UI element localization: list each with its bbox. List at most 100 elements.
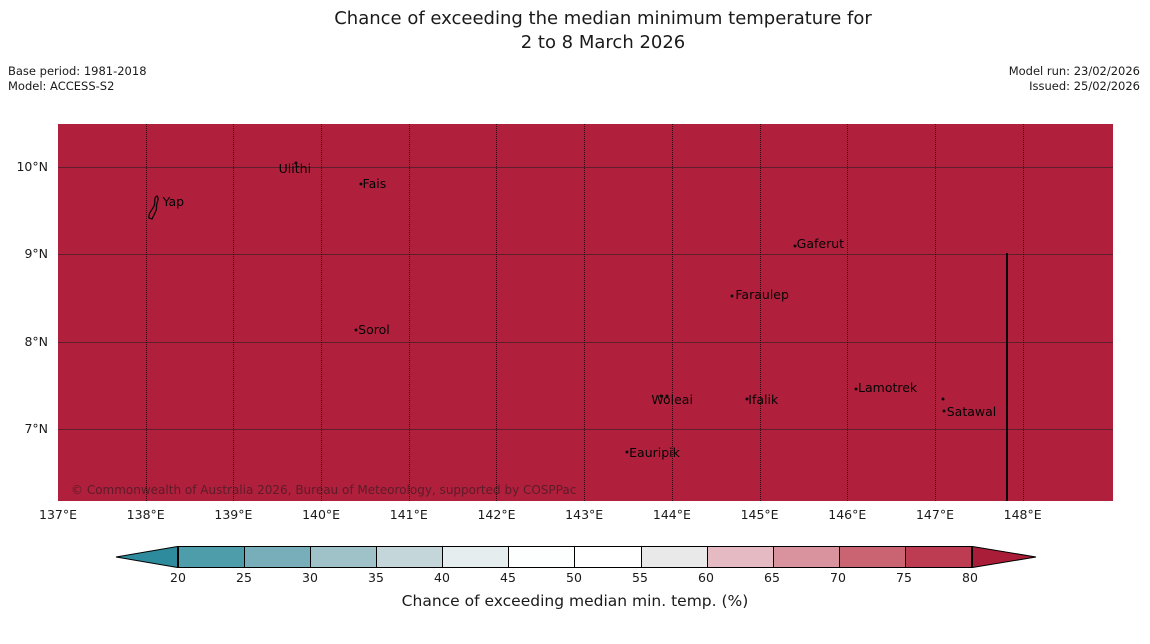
place-marker	[359, 182, 363, 186]
colorbar-label: Chance of exceeding median min. temp. (%…	[401, 592, 749, 610]
y-tick-label: 10°N	[16, 158, 48, 174]
gridline-vertical	[145, 124, 147, 501]
colorbar-tick-label: 50	[566, 570, 582, 585]
x-tick-label: 142°E	[477, 507, 516, 522]
colorbar-segment	[574, 547, 641, 567]
base-period-text: Base period: 1981-2018	[8, 64, 147, 78]
colorbar-segment	[838, 547, 905, 567]
place-marker	[730, 294, 734, 298]
y-tick-label: 7°N	[24, 421, 48, 437]
model-text: Model: ACCESS-S2	[8, 78, 115, 93]
place-label: Faraulep	[735, 287, 789, 303]
title-line-1: Chance of exceeding the median minimum t…	[334, 8, 872, 29]
colorbar-under-arrow-icon	[115, 546, 178, 568]
x-axis: 137°E 138°E 139°E 140°E 141°E 142°E 143°E 144°E…	[39, 507, 1113, 525]
colorbar-tick-label: 65	[764, 570, 780, 585]
colorbar-ticks: 20 25 30 35 40 45 50 55 60 65 70 75 80	[170, 570, 978, 586]
model-run-text: Model run: 23/02/2026	[1008, 64, 1140, 78]
place-marker	[625, 450, 629, 454]
place-label: Gaferut	[796, 235, 845, 251]
colorbar-tick-label: 25	[236, 570, 252, 585]
colorbar-over-arrow-icon	[972, 546, 1037, 568]
place-label: Sorol	[358, 322, 390, 338]
gridline-vertical	[321, 124, 323, 501]
gridline-horizontal	[58, 254, 1113, 256]
place-label: Eauripik	[629, 445, 680, 461]
region-boundary-line	[1006, 253, 1008, 501]
place-marker	[665, 394, 669, 398]
place-marker	[354, 328, 358, 332]
issued-text: Issued: 25/02/2026	[1029, 78, 1140, 93]
colorbar-segment	[310, 547, 377, 567]
place-marker	[745, 397, 749, 401]
colorbar-tick-label: 20	[170, 570, 186, 585]
x-tick-label: 145°E	[740, 507, 779, 522]
header-left: Base period: 1981-2018 Model: ACCESS-S2	[8, 64, 147, 93]
colorbar-tick-label: 45	[500, 570, 516, 585]
x-tick-label: 141°E	[389, 507, 428, 522]
colorbar-tick-label: 75	[896, 570, 912, 585]
gridline-vertical	[934, 124, 936, 501]
place-marker	[942, 409, 946, 413]
place-marker	[659, 394, 663, 398]
place-label: Yap	[162, 194, 185, 210]
place-label: Ifalik	[748, 391, 779, 407]
x-tick-label: 139°E	[214, 507, 253, 522]
colorbar-cells	[178, 546, 972, 568]
colorbar-tick-label: 30	[302, 570, 318, 585]
place-label: Ulithi	[278, 161, 312, 177]
colorbar-tick-label: 55	[632, 570, 648, 585]
colorbar-segment	[706, 547, 773, 567]
x-tick-label: 148°E	[1003, 507, 1042, 522]
gridline-horizontal	[58, 341, 1113, 343]
colorbar-segment	[244, 547, 311, 567]
y-tick-label: 8°N	[24, 333, 48, 349]
gridline-horizontal	[58, 429, 1113, 431]
header-right: Model run: 23/02/2026 Issued: 25/02/2026	[1009, 64, 1140, 93]
colorbar-tick-label: 80	[962, 570, 978, 585]
place-label: Fais	[362, 176, 387, 192]
place-marker	[793, 244, 797, 248]
gridline-vertical	[408, 124, 410, 501]
colorbar-segment	[376, 547, 443, 567]
gridline-vertical	[847, 124, 849, 501]
title-line-2: 2 to 8 March 2026	[520, 32, 686, 53]
colorbar-tick-label: 60	[698, 570, 714, 585]
x-tick-label: 147°E	[915, 507, 954, 522]
figure-title: Chance of exceeding the median minimum t…	[28, 7, 1150, 55]
colorbar-segment	[640, 547, 707, 567]
gridline-vertical	[759, 124, 761, 501]
colorbar-tick-label: 40	[434, 570, 450, 585]
place-marker	[941, 397, 945, 401]
x-tick-label: 143°E	[565, 507, 604, 522]
gridline-horizontal	[58, 166, 1113, 168]
gridline-vertical	[671, 124, 673, 501]
colorbar-tick-label: 35	[368, 570, 384, 585]
x-tick-label: 140°E	[302, 507, 341, 522]
place-label: Lamotrek	[858, 380, 918, 396]
gridline-vertical	[584, 124, 586, 501]
y-axis: 10°N 9°N 8°N 7°N	[0, 124, 50, 501]
gridline-vertical	[233, 124, 235, 501]
x-tick-label: 144°E	[652, 507, 691, 522]
place-label: Woleai	[651, 392, 693, 408]
x-tick-label: 146°E	[828, 507, 867, 522]
map-area: © Commonwealth of Australia 2026, Bureau…	[58, 124, 1113, 501]
gridline-vertical	[496, 124, 498, 501]
colorbar-segment	[508, 547, 575, 567]
copyright-text: © Commonwealth of Australia 2026, Bureau…	[71, 483, 577, 497]
y-tick-label: 9°N	[24, 246, 48, 262]
place-marker	[294, 161, 298, 165]
x-tick-label: 138°E	[126, 507, 165, 522]
place-label: Satawal	[946, 403, 997, 419]
colorbar-segment	[904, 547, 971, 567]
colorbar-segment	[442, 547, 509, 567]
colorbar	[115, 546, 1037, 568]
gridline-vertical	[1022, 124, 1024, 501]
x-tick-label: 137°E	[38, 507, 78, 522]
place-marker	[854, 387, 858, 391]
colorbar-tick-label: 70	[830, 570, 846, 585]
yap-island-icon	[148, 195, 159, 220]
colorbar-segment	[772, 547, 839, 567]
